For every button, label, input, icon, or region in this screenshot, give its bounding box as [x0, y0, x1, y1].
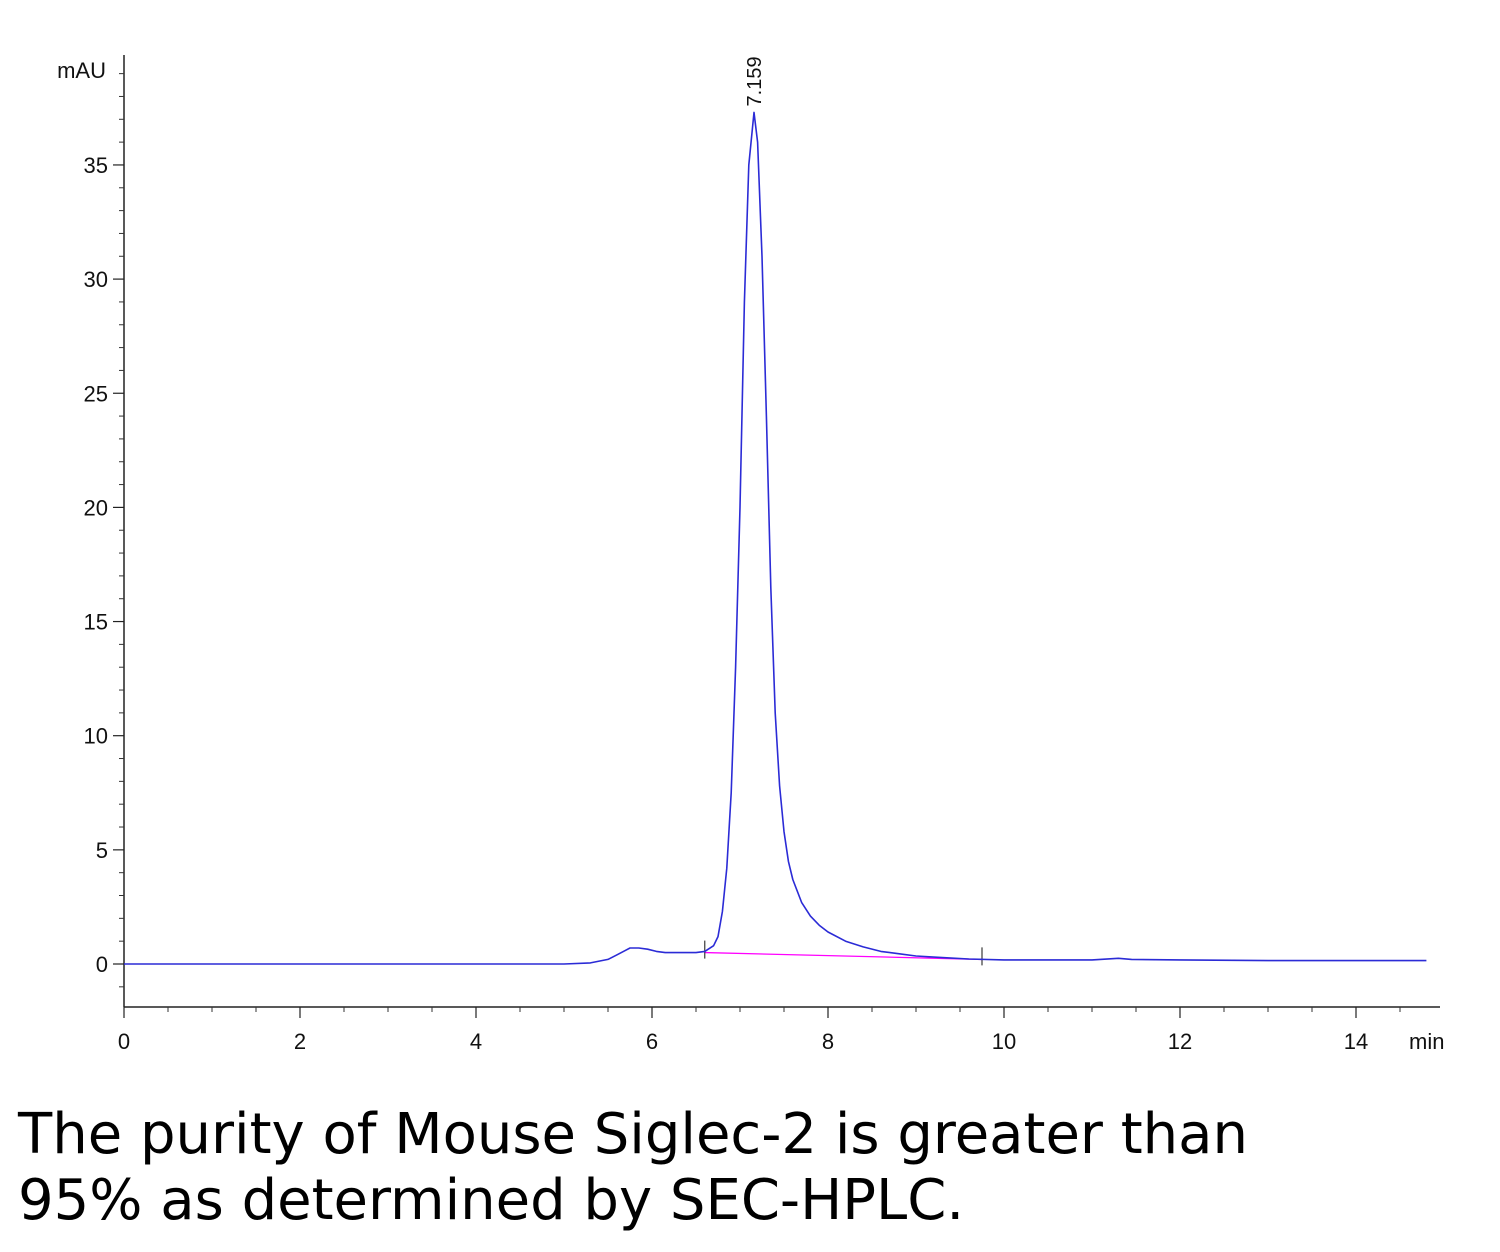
- caption-line-1: The purity of Mouse Siglec-2 is greater …: [18, 1102, 1248, 1167]
- y-unit-label: mAU: [57, 58, 106, 83]
- x-tick-label: 12: [1168, 1029, 1192, 1054]
- y-tick-label: 15: [84, 610, 108, 635]
- x-unit-label: min: [1409, 1029, 1444, 1054]
- x-tick-label: 10: [992, 1029, 1016, 1054]
- signal-trace: [124, 111, 1427, 965]
- y-tick-label: 25: [84, 381, 108, 406]
- y-tick-label: 5: [96, 838, 108, 863]
- axes: 0 5 10 15 20 25 30 35 0 2 4 6 8 10 12 14: [84, 55, 1440, 1054]
- y-tick-label: 30: [84, 267, 108, 292]
- y-tick-label: 20: [84, 495, 108, 520]
- caption-line-2: 95% as determined by SEC-HPLC.: [18, 1168, 965, 1233]
- x-tick-label: 2: [294, 1029, 306, 1054]
- x-tick-label: 4: [470, 1029, 482, 1054]
- series-layer: 7.159: [124, 56, 1427, 966]
- caption: The purity of Mouse Siglec-2 is greater …: [18, 1102, 1478, 1234]
- chromatogram-chart: 0 5 10 15 20 25 30 35 0 2 4 6 8 10 12 14 7.159 mAU min: [57, 55, 1444, 1054]
- integration-baseline: [704, 951, 983, 961]
- x-tick-label: 14: [1344, 1029, 1368, 1054]
- y-tick-label: 35: [84, 153, 108, 178]
- x-tick-label: 8: [822, 1029, 834, 1054]
- x-tick-label: 0: [118, 1029, 130, 1054]
- x-tick-label: 6: [646, 1029, 658, 1054]
- peak-label: 7.159: [744, 56, 766, 106]
- y-tick-label: 10: [84, 724, 108, 749]
- y-tick-label: 0: [96, 952, 108, 977]
